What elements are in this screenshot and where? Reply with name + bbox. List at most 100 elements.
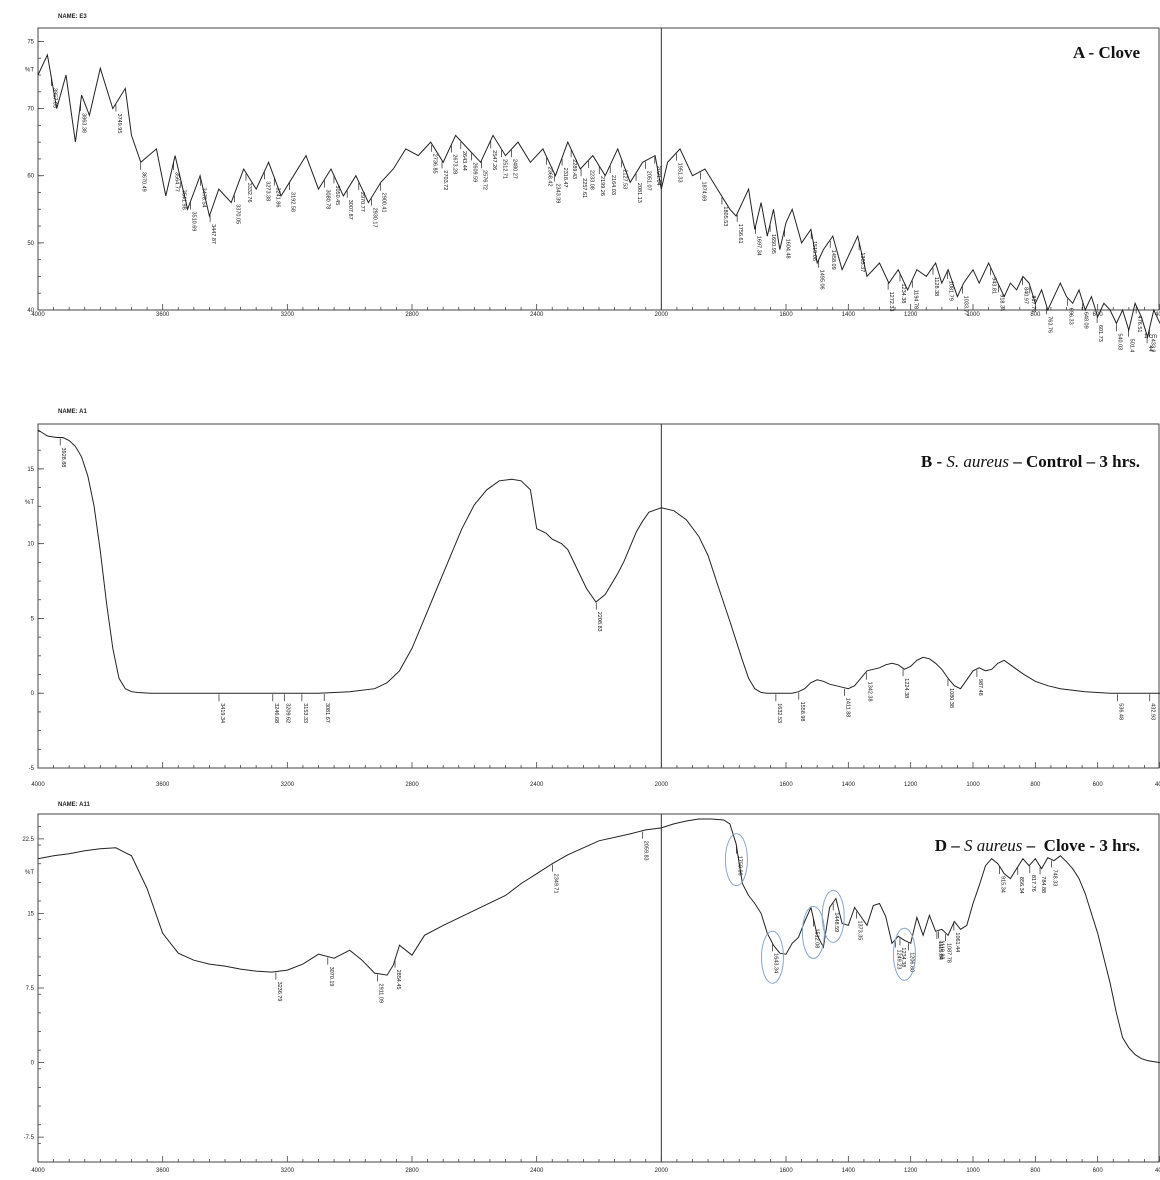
peak-label: 3236.79 xyxy=(276,982,282,1002)
peak-label: 3370.05 xyxy=(234,204,240,224)
peak-label: 1604.48 xyxy=(785,239,791,259)
chart-b-title-organism: S. aureus xyxy=(946,452,1010,471)
x-tick-label: 4000 xyxy=(31,782,45,788)
peak-label: 3670.49 xyxy=(141,172,147,192)
peak-label: 3478.54 xyxy=(201,188,207,208)
peak-label: 2609.59 xyxy=(471,162,477,182)
peak-label: 1759.06 xyxy=(736,856,742,876)
plot-frame xyxy=(37,423,1160,769)
peak-label: 1224.38 xyxy=(903,678,909,698)
x-tick-label: 2800 xyxy=(405,312,419,318)
y-tick-label: 10 xyxy=(27,542,34,548)
peak-label: 3081.67 xyxy=(324,703,330,723)
y-axis-label: %T xyxy=(25,870,34,876)
x-tick-label: 1600 xyxy=(779,782,793,788)
chart-panel-b: NAME: A1 4000 3600 3200 2800 2400 2000 1600 140… xyxy=(0,400,1160,800)
peak-label: 1411.88 xyxy=(845,698,851,717)
peak-label: 3050.45 xyxy=(334,185,340,205)
peak-label: 2051.07 xyxy=(645,171,651,191)
peak-label: 441.41 xyxy=(1147,345,1153,352)
peak-highlight-circle xyxy=(801,905,825,959)
chart-d-title-organism: S aureus xyxy=(964,836,1023,855)
y-tick-label: 50 xyxy=(27,241,34,247)
peak-label: 2368.42 xyxy=(547,167,553,187)
peak-label: 2021.04 xyxy=(655,166,661,186)
peak-label: 3928.88 xyxy=(60,447,66,467)
chart-d-title: D – S aureus – Clove - 3 hrs. xyxy=(934,836,1140,855)
peak-label: 918.34 xyxy=(998,294,1004,311)
y-tick-label: 75 xyxy=(27,39,34,45)
peak-label: 2318.47 xyxy=(562,168,568,188)
x-tick-label: 600 xyxy=(1093,782,1104,788)
peak-label: 943.81 xyxy=(991,277,997,294)
chart-d-svg: 4000 3600 3200 2800 2400 2000 1600 1400 1200 1000… xyxy=(22,813,1160,1174)
x-tick-label: 1400 xyxy=(842,782,856,788)
peak-label: 1342.38 xyxy=(866,682,872,702)
y-tick-label: -5 xyxy=(29,766,35,772)
y-tick-label: 7.5 xyxy=(26,986,35,992)
x-tick-label: 3600 xyxy=(156,1168,170,1174)
peak-label: 2199.26 xyxy=(599,176,605,196)
peak-label: 2703.72 xyxy=(442,170,448,190)
peak-label: 840.97 xyxy=(1023,287,1029,304)
x-tick-label: 2800 xyxy=(405,782,419,788)
chart-b-header: NAME: A1 xyxy=(58,409,87,415)
y-axis-label: %T xyxy=(25,500,34,506)
peak-label: 1033.77 xyxy=(962,296,968,316)
peak-highlight-circle xyxy=(760,930,784,984)
x-tick-label: 3200 xyxy=(281,1168,295,1174)
y-tick-label: 0 xyxy=(31,1061,35,1067)
x-tick-label: 1600 xyxy=(779,1168,793,1174)
chart-b-svg: 4000 3600 3200 2800 2400 2000 1600 1400 1200 1000… xyxy=(25,423,1160,788)
x-tick-label: 1600 xyxy=(779,312,793,318)
chart-a-title: A - Clove xyxy=(1072,43,1140,62)
peak-label: 2480.27 xyxy=(512,159,518,179)
y-tick-label: 22.5 xyxy=(22,837,34,843)
peak-label: 476.51 xyxy=(1136,316,1142,333)
peak-label: 856.34 xyxy=(1018,877,1024,894)
x-tick-label: 2400 xyxy=(530,312,544,318)
x-tick-label: 2000 xyxy=(655,782,669,788)
peak-label: 648.09 xyxy=(1083,312,1089,329)
peak-label: 2233.08 xyxy=(589,170,595,190)
plot-frame xyxy=(37,27,1160,311)
peak-label: 2208.83 xyxy=(596,612,602,632)
peak-label: 1087.78 xyxy=(946,943,952,963)
y-tick-label: 0 xyxy=(31,691,35,697)
y-tick-label: 70 xyxy=(27,107,34,113)
peak-label: 1458.09 xyxy=(830,250,836,270)
x-tick-label: 3200 xyxy=(281,312,295,318)
y-tick-label: 5 xyxy=(31,616,35,622)
peak-label: 987.48 xyxy=(977,679,983,696)
x-tick-label: 400 xyxy=(1155,1168,1160,1174)
peak-label: 817.76 xyxy=(1030,295,1036,312)
x-tick-label: 1200 xyxy=(904,312,918,318)
peak-label: 2127.53 xyxy=(622,169,628,189)
peak-label: 1495.06 xyxy=(819,270,825,290)
peak-highlight-circle xyxy=(821,889,845,943)
peak-label: 1805.53 xyxy=(722,206,728,226)
peak-label: 1272.33 xyxy=(888,292,894,312)
peak-label: 433.93 xyxy=(1149,339,1155,352)
chart-d-header: NAME: A11 xyxy=(58,802,90,808)
peak-label: 601.73 xyxy=(1097,325,1103,342)
peak-label: 1081.79 xyxy=(948,281,954,301)
chart-a-header: NAME: E3 xyxy=(58,14,87,20)
peak-label: 1448.59 xyxy=(833,912,839,932)
peak-label: 696.33 xyxy=(1068,308,1074,325)
peak-label: 2081.13 xyxy=(636,183,642,203)
x-tick-label: 2000 xyxy=(655,312,669,318)
chart-b-title: B - S. aureus – Control – 3 hrs. xyxy=(920,452,1140,471)
x-tick-label: 1400 xyxy=(842,312,856,318)
peak-label: 1519.08 xyxy=(811,241,817,261)
peak-label: 1512.08 xyxy=(813,928,819,948)
x-tick-label: 3200 xyxy=(281,782,295,788)
x-tick-label: 3600 xyxy=(156,782,170,788)
peak-label: 3564.77 xyxy=(174,172,180,192)
peak-label: 2164.03 xyxy=(610,175,616,195)
x-tick-label: 4000 xyxy=(31,1168,45,1174)
spectrum-line xyxy=(37,818,1160,1064)
x-tick-label: 1000 xyxy=(966,782,980,788)
peak-label: 432.93 xyxy=(1150,703,1156,720)
peak-label: 2970.77 xyxy=(359,192,365,212)
